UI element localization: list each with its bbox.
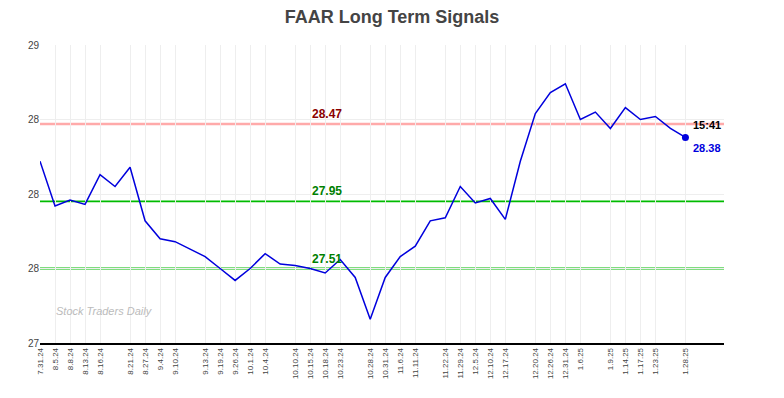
svg-text:10.23.24: 10.23.24 — [336, 347, 345, 379]
svg-text:27.95: 27.95 — [312, 184, 342, 198]
svg-text:8.13.24: 8.13.24 — [81, 347, 90, 374]
svg-text:1.28.25: 1.28.25 — [681, 347, 690, 374]
svg-text:29: 29 — [28, 40, 40, 51]
svg-text:12.10.24: 12.10.24 — [486, 347, 495, 379]
svg-text:1.14.25: 1.14.25 — [621, 347, 630, 374]
svg-text:8.16.24: 8.16.24 — [96, 347, 105, 374]
svg-text:10.18.24: 10.18.24 — [321, 347, 330, 379]
svg-text:Stock Traders Daily: Stock Traders Daily — [56, 305, 153, 317]
svg-text:8.8.24: 8.8.24 — [66, 347, 75, 370]
svg-text:11.6.24: 11.6.24 — [396, 347, 405, 374]
svg-text:8.5.24: 8.5.24 — [51, 347, 60, 370]
svg-text:8.21.24: 8.21.24 — [126, 347, 135, 374]
svg-text:7.31.24: 7.31.24 — [36, 347, 45, 374]
svg-text:10.31.24: 10.31.24 — [381, 347, 390, 379]
svg-text:28.38: 28.38 — [693, 142, 721, 154]
svg-text:10.4.24: 10.4.24 — [261, 347, 270, 374]
svg-text:9.10.24: 9.10.24 — [171, 347, 180, 374]
svg-text:28: 28 — [28, 189, 40, 200]
svg-text:10.28.24: 10.28.24 — [366, 347, 375, 379]
svg-text:15:41: 15:41 — [693, 119, 721, 131]
svg-text:12.20.24: 12.20.24 — [531, 347, 540, 379]
svg-text:10.10.24: 10.10.24 — [291, 347, 300, 379]
svg-text:28: 28 — [28, 114, 40, 125]
svg-text:11.29.24: 11.29.24 — [456, 347, 465, 378]
svg-text:28.47: 28.47 — [312, 107, 342, 121]
svg-text:28: 28 — [28, 263, 40, 274]
svg-text:12.26.24: 12.26.24 — [546, 347, 555, 379]
svg-text:11.11.24: 11.11.24 — [411, 347, 420, 378]
svg-text:11.22.24: 11.22.24 — [441, 347, 450, 378]
svg-text:12.17.24: 12.17.24 — [501, 347, 510, 379]
svg-text:1.23.25: 1.23.25 — [651, 347, 660, 374]
svg-text:8.27.24: 8.27.24 — [141, 347, 150, 374]
svg-text:12.31.24: 12.31.24 — [561, 347, 570, 379]
svg-text:9.4.24: 9.4.24 — [156, 347, 165, 370]
svg-text:9.26.24: 9.26.24 — [231, 347, 240, 374]
svg-text:9.19.24: 9.19.24 — [216, 347, 225, 374]
svg-text:9.13.24: 9.13.24 — [201, 347, 210, 374]
svg-text:1.17.25: 1.17.25 — [636, 347, 645, 374]
svg-text:FAAR Long Term Signals: FAAR Long Term Signals — [285, 7, 500, 27]
svg-text:27: 27 — [28, 338, 40, 349]
svg-text:10.15.24: 10.15.24 — [306, 347, 315, 379]
svg-text:12.5.24: 12.5.24 — [471, 347, 480, 374]
svg-text:10.1.24: 10.1.24 — [246, 347, 255, 374]
svg-text:1.6.25: 1.6.25 — [576, 347, 585, 370]
svg-text:1.9.25: 1.9.25 — [606, 347, 615, 370]
svg-text:27.51: 27.51 — [312, 252, 342, 266]
